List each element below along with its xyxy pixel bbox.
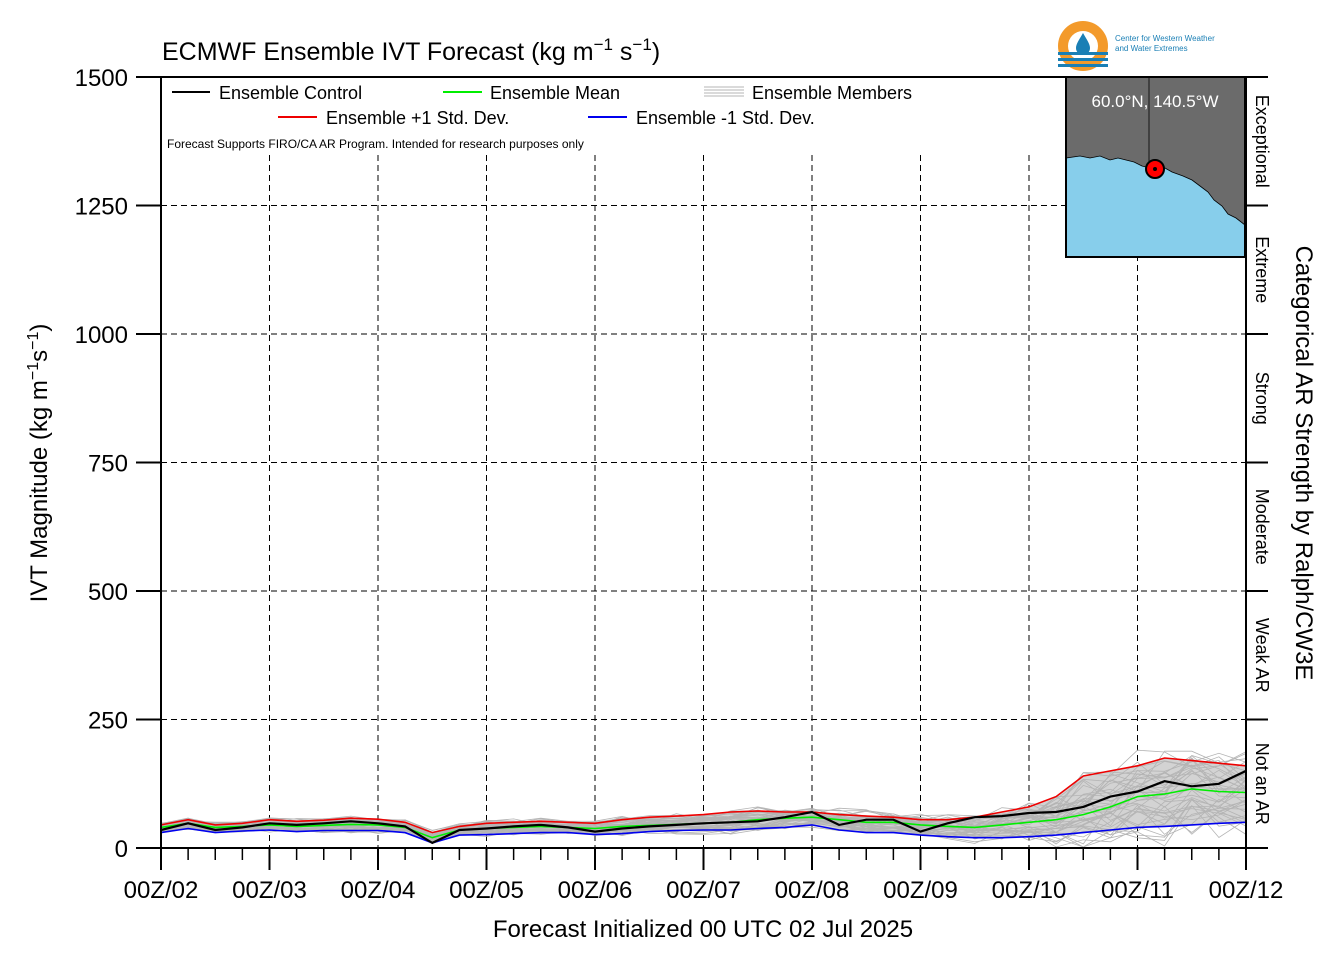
y-tick-label: 1500	[75, 65, 128, 92]
ensemble-member-line	[161, 769, 1246, 839]
category-axis: Not an AR Weak AR Moderate Strong Extreme Exc…	[1246, 76, 1272, 849]
y-axis: 0 250 500 750 1000 1250 1500	[75, 65, 161, 863]
logo-text-2: and Water Extremes	[1115, 44, 1188, 53]
right-axis-title: Categorical AR Strength by Ralph/CW3E	[1290, 246, 1317, 681]
category-label: Exceptional	[1252, 95, 1272, 188]
chart-title: ECMWF Ensemble IVT Forecast (kg m−1 s−1)	[162, 35, 660, 66]
x-tick-label: 00Z/10	[992, 877, 1067, 904]
logo-text-1: Center for Western Weather	[1115, 34, 1215, 43]
y-tick-label: 250	[88, 708, 128, 735]
inset-label: 60.0°N, 140.5°W	[1092, 92, 1219, 111]
legend-members: Ensemble Members	[752, 83, 912, 103]
y-tick-label: 750	[88, 451, 128, 478]
y-tick-label: 500	[88, 579, 128, 606]
category-label: Strong	[1252, 372, 1272, 425]
category-label: Not an AR	[1252, 743, 1272, 825]
legend-control: Ensemble Control	[219, 83, 362, 103]
y-tick-label: 1250	[75, 194, 128, 221]
x-tick-label: 00Z/03	[232, 877, 307, 904]
x-tick-label: 00Z/02	[124, 877, 199, 904]
series-lines	[161, 757, 1246, 845]
legend-mean: Ensemble Mean	[490, 83, 620, 103]
legend-plus: Ensemble +1 Std. Dev.	[326, 108, 509, 128]
legend-note: Forecast Supports FIRO/CA AR Program. In…	[167, 137, 584, 151]
category-label: Moderate	[1252, 489, 1272, 565]
y-tick-label: 1000	[75, 322, 128, 349]
x-tick-label: 00Z/09	[883, 877, 958, 904]
x-tick-label: 00Z/08	[775, 877, 850, 904]
ensemble-member-line	[161, 799, 1246, 843]
x-tick-label: 00Z/05	[449, 877, 524, 904]
x-tick-label: 00Z/11	[1101, 877, 1174, 904]
x-tick-label: 00Z/04	[341, 877, 416, 904]
legend: Ensemble Control Ensemble Mean Ensemble …	[167, 83, 912, 151]
y-tick-label: 0	[115, 836, 128, 863]
x-tick-label: 00Z/12	[1209, 877, 1284, 904]
x-axis-title: Forecast Initialized 00 UTC 02 Jul 2025	[493, 916, 913, 943]
y-axis-title: IVT Magnitude (kg m−1s−1)	[25, 324, 53, 603]
ensemble-member-line	[161, 780, 1246, 838]
category-label: Weak AR	[1252, 618, 1272, 693]
minus-std-line	[161, 821, 1246, 844]
ensemble-member-line	[161, 766, 1246, 838]
control-line	[161, 769, 1246, 845]
grid-lines	[161, 155, 1246, 848]
x-tick-label: 00Z/07	[666, 877, 741, 904]
legend-minus: Ensemble -1 Std. Dev.	[636, 108, 815, 128]
plus-std-line	[161, 757, 1246, 834]
category-label: Extreme	[1252, 236, 1272, 303]
x-axis: 00Z/02 00Z/03 00Z/04 00Z/05 00Z/06 00Z/07 00Z/…	[124, 848, 1284, 904]
inset-land	[1065, 76, 1246, 226]
ensemble-members	[161, 749, 1246, 848]
inset-map: 60.0°N, 140.5°W	[1065, 76, 1246, 258]
cw3e-logo: Center for Western Weather and Water Ext…	[1058, 21, 1215, 71]
x-tick-label: 00Z/06	[558, 877, 633, 904]
